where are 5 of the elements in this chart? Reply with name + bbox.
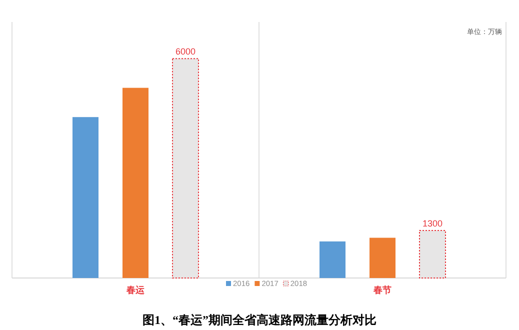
data-label: 1300 [422,218,443,228]
data-label: 6000 [175,46,196,57]
x-tick-label: 春节 [374,285,392,295]
x-tick-label: 春运 [126,285,144,295]
title: 图1、“春运”期间全省高速路网流量分析对比 [142,313,376,327]
